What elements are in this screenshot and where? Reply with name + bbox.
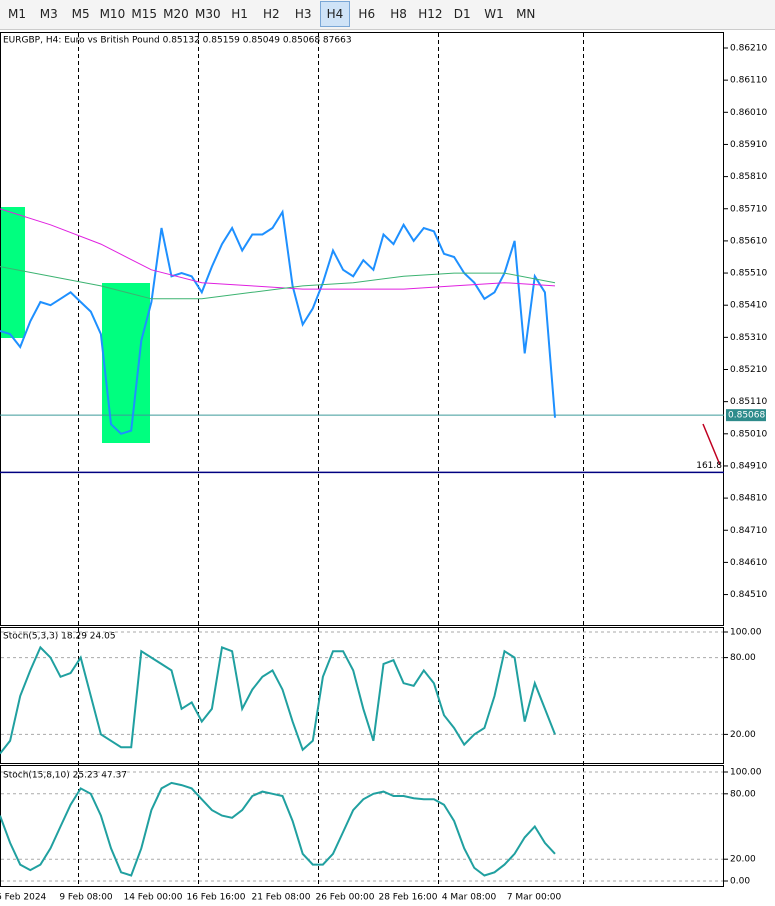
x-tick-label: 4 Mar 08:00: [442, 893, 497, 903]
indicator-title: Stoch(15,8,10) 25.23 47.37: [3, 771, 127, 781]
timeframe-button[interactable]: W1: [484, 7, 504, 21]
timeframe-button[interactable]: M30: [194, 7, 221, 21]
timeframe-button[interactable]: H6: [358, 7, 376, 21]
x-tick-label: 7 Mar 00:00: [507, 893, 562, 903]
timeframe-button[interactable]: H12: [418, 7, 443, 21]
y-tick-label: 0.85310: [730, 333, 767, 343]
series-line: [0, 781, 556, 877]
timeframe-toolbar: M1 M3 M5 M10 M15 M20 M30 H1 H2 H3 H4 H6 H8 H12 D1 W1 MN: [0, 0, 775, 30]
series-line: [0, 208, 556, 290]
timeframe-button[interactable]: MN: [516, 7, 536, 21]
timeframe-button[interactable]: H1: [231, 7, 248, 21]
timeframe-button[interactable]: H2: [263, 7, 280, 21]
timeframe-button[interactable]: M15: [131, 7, 157, 21]
y-tick-label: 0.85910: [730, 140, 767, 150]
indicator-title: Stoch(5,3,3) 18.29 24.05: [3, 632, 116, 642]
x-tick-label: 6 Feb 2024: [0, 893, 47, 903]
timeframe-button[interactable]: M5: [71, 7, 90, 21]
series-line: [0, 209, 556, 435]
y-tick-label: 80.00: [730, 789, 756, 799]
y-tick-label: 0.85710: [730, 204, 767, 214]
y-tick-label: 0.84510: [730, 590, 767, 600]
timeframe-button[interactable]: H3: [294, 7, 312, 21]
y-tick-label: 0.84910: [730, 461, 767, 471]
x-tick-label: 21 Feb 08:00: [251, 893, 310, 903]
timeframe-button[interactable]: M3: [39, 7, 58, 21]
highlight-box: [102, 283, 150, 443]
y-tick-label: 100.00: [730, 768, 762, 778]
panel-borders: [0, 32, 724, 887]
y-tick-label: 0.86010: [730, 108, 767, 118]
x-tick-label: 26 Feb 00:00: [315, 893, 374, 903]
y-tick-label: 0.84610: [730, 558, 767, 568]
y-tick-label: 0.85410: [730, 301, 767, 311]
y-tick-label: 0.85810: [730, 172, 767, 182]
chart-title: EURGBP, H4: Euro vs British Pound 0.8513…: [3, 36, 352, 46]
y-tick-label: 0.85610: [730, 236, 767, 246]
timeframe-button[interactable]: M1: [8, 7, 26, 21]
y-tick-label: 100.00: [730, 628, 762, 638]
series-line: [0, 645, 556, 755]
timeframe-button[interactable]: H8: [390, 7, 407, 21]
timeframe-button[interactable]: H4: [319, 1, 350, 27]
y-tick-label: 0.86110: [730, 76, 767, 86]
timeframe-button[interactable]: M20: [163, 7, 189, 21]
y-tick-label: 80.00: [730, 653, 756, 663]
y-tick-label: 0.84710: [730, 526, 767, 536]
y-tick-label: 0.86210: [730, 44, 767, 54]
highlight-box: [0, 207, 25, 338]
y-tick-label: 20.00: [730, 730, 756, 740]
arrow-line: [702, 423, 721, 466]
timeframe-button[interactable]: D1: [453, 7, 471, 21]
x-tick-label: 28 Feb 16:00: [378, 893, 437, 903]
series-line: [0, 266, 556, 300]
y-tick-label: 0.85510: [730, 269, 767, 279]
price-label: 0.85068: [728, 411, 765, 421]
y-tick-label: 20.00: [730, 855, 756, 865]
y-tick-label: 0.85210: [730, 365, 767, 375]
y-tick-label: 0.85010: [730, 429, 767, 439]
y-tick-label: 0.84810: [730, 494, 767, 504]
price-label-box: [726, 409, 766, 422]
x-tick-label: 14 Feb 00:00: [123, 893, 182, 903]
period-separators: [78, 33, 584, 886]
fib-label: 161.8: [696, 461, 722, 471]
x-tick-label: 16 Feb 16:00: [186, 893, 245, 903]
timeframe-button[interactable]: M10: [99, 7, 126, 21]
x-tick-label: 9 Feb 08:00: [59, 893, 113, 903]
y-tick-label: 0.00: [730, 877, 750, 887]
y-tick-label: 0.85110: [730, 397, 767, 407]
